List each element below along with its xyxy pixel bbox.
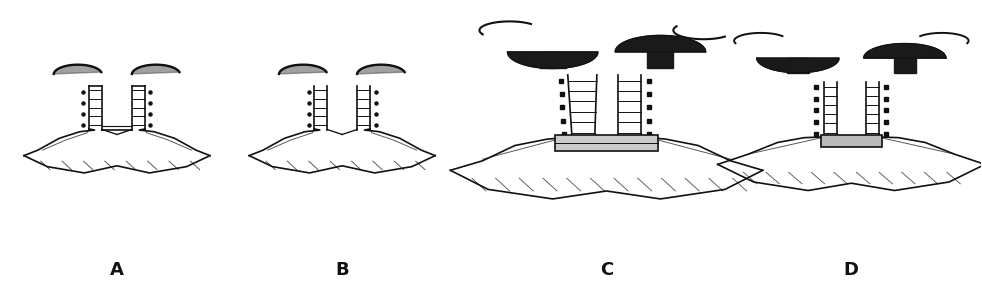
Bar (555, 135, 658, 151)
Text: A: A (110, 261, 124, 279)
Polygon shape (757, 58, 839, 73)
Text: C: C (600, 261, 613, 279)
Bar (821, 135, 882, 147)
Polygon shape (787, 58, 809, 73)
Polygon shape (894, 58, 916, 73)
Polygon shape (864, 44, 946, 58)
Polygon shape (615, 35, 706, 52)
Polygon shape (279, 65, 326, 74)
Polygon shape (132, 65, 180, 74)
Polygon shape (647, 52, 674, 69)
Text: D: D (844, 261, 859, 279)
Polygon shape (357, 65, 405, 74)
Polygon shape (540, 52, 566, 69)
Polygon shape (54, 65, 101, 74)
Text: B: B (335, 261, 349, 279)
Polygon shape (508, 52, 598, 69)
